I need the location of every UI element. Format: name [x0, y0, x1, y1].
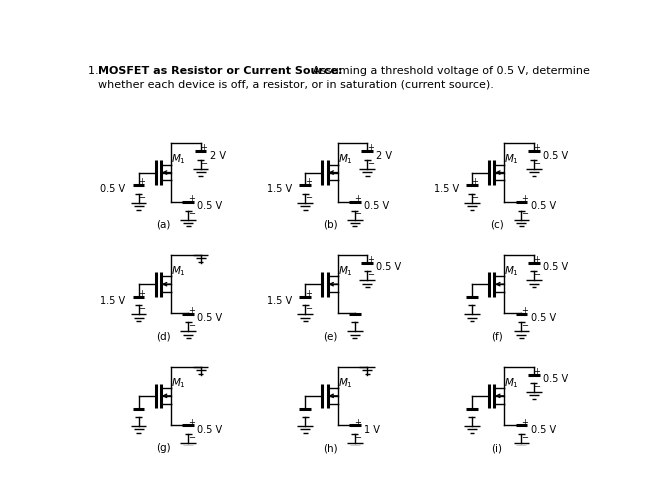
- Text: −: −: [188, 321, 195, 330]
- Text: 0.5 V: 0.5 V: [531, 313, 556, 323]
- Text: +: +: [521, 417, 528, 426]
- Text: +: +: [533, 255, 541, 264]
- Text: −: −: [138, 304, 145, 313]
- Text: $M_1$: $M_1$: [338, 376, 353, 390]
- Text: (i): (i): [491, 443, 502, 453]
- Text: (g): (g): [156, 443, 171, 453]
- Text: −: −: [305, 193, 312, 202]
- Text: −: −: [521, 321, 528, 330]
- Text: −: −: [354, 433, 361, 442]
- Text: +: +: [138, 177, 145, 186]
- Text: −: −: [533, 271, 541, 280]
- Text: +: +: [138, 289, 145, 298]
- Text: 0.5 V: 0.5 V: [197, 425, 222, 435]
- Text: −: −: [521, 433, 528, 442]
- Text: +: +: [521, 194, 528, 203]
- Text: whether each device is off, a resistor, or in saturation (current source).: whether each device is off, a resistor, …: [98, 79, 494, 89]
- Text: 0.5 V: 0.5 V: [543, 151, 568, 161]
- Text: (f): (f): [491, 332, 502, 342]
- Text: $M_1$: $M_1$: [504, 264, 520, 278]
- Text: +: +: [305, 177, 312, 186]
- Text: −: −: [138, 193, 145, 202]
- Text: Assuming a threshold voltage of 0.5 V, determine: Assuming a threshold voltage of 0.5 V, d…: [309, 66, 590, 76]
- Text: +: +: [367, 255, 374, 264]
- Text: 1.5 V: 1.5 V: [267, 296, 292, 306]
- Text: 1 V: 1 V: [364, 425, 380, 435]
- Text: (a): (a): [156, 220, 171, 230]
- Text: 0.5 V: 0.5 V: [197, 313, 222, 323]
- Text: (c): (c): [490, 220, 504, 230]
- Text: 0.5 V: 0.5 V: [531, 425, 556, 435]
- Text: +: +: [354, 194, 361, 203]
- Text: +: +: [533, 143, 541, 152]
- Text: 1.: 1.: [88, 66, 102, 76]
- Text: −: −: [367, 271, 374, 280]
- Text: 0.5 V: 0.5 V: [197, 201, 222, 211]
- Text: 1.5 V: 1.5 V: [267, 184, 292, 194]
- Text: 0.5 V: 0.5 V: [377, 262, 401, 272]
- Text: −: −: [354, 209, 361, 218]
- Text: +: +: [367, 143, 374, 152]
- Text: $M_1$: $M_1$: [171, 376, 186, 390]
- Text: 1.5 V: 1.5 V: [100, 296, 125, 306]
- Text: MOSFET as Resistor or Current Source:: MOSFET as Resistor or Current Source:: [98, 66, 343, 76]
- Text: −: −: [367, 159, 374, 168]
- Text: $M_1$: $M_1$: [504, 153, 520, 166]
- Text: 0.5 V: 0.5 V: [543, 262, 568, 272]
- Text: (h): (h): [323, 443, 337, 453]
- Text: −: −: [472, 193, 478, 202]
- Text: 0.5 V: 0.5 V: [100, 184, 125, 194]
- Text: (d): (d): [156, 332, 171, 342]
- Text: 0.5 V: 0.5 V: [543, 374, 568, 384]
- Text: +: +: [188, 306, 195, 315]
- Text: (b): (b): [323, 220, 337, 230]
- Text: +: +: [188, 194, 195, 203]
- Text: +: +: [521, 306, 528, 315]
- Text: −: −: [200, 159, 207, 168]
- Text: +: +: [472, 177, 478, 186]
- Text: $M_1$: $M_1$: [338, 153, 353, 166]
- Text: $M_1$: $M_1$: [171, 153, 186, 166]
- Text: −: −: [533, 159, 541, 168]
- Text: −: −: [188, 433, 195, 442]
- Text: +: +: [305, 289, 312, 298]
- Text: −: −: [521, 209, 528, 218]
- Text: $M_1$: $M_1$: [171, 264, 186, 278]
- Text: 2 V: 2 V: [377, 151, 392, 161]
- Text: 2 V: 2 V: [210, 151, 226, 161]
- Text: +: +: [188, 417, 195, 426]
- Text: $M_1$: $M_1$: [338, 264, 353, 278]
- Text: $M_1$: $M_1$: [504, 376, 520, 390]
- Text: +: +: [200, 143, 207, 152]
- Text: −: −: [188, 209, 195, 218]
- Text: (e): (e): [323, 332, 337, 342]
- Text: +: +: [533, 367, 541, 376]
- Text: −: −: [533, 382, 541, 391]
- Text: 1.5 V: 1.5 V: [434, 184, 459, 194]
- Text: 0.5 V: 0.5 V: [364, 201, 389, 211]
- Text: 0.5 V: 0.5 V: [531, 201, 556, 211]
- Text: −: −: [305, 304, 312, 313]
- Text: +: +: [354, 417, 361, 426]
